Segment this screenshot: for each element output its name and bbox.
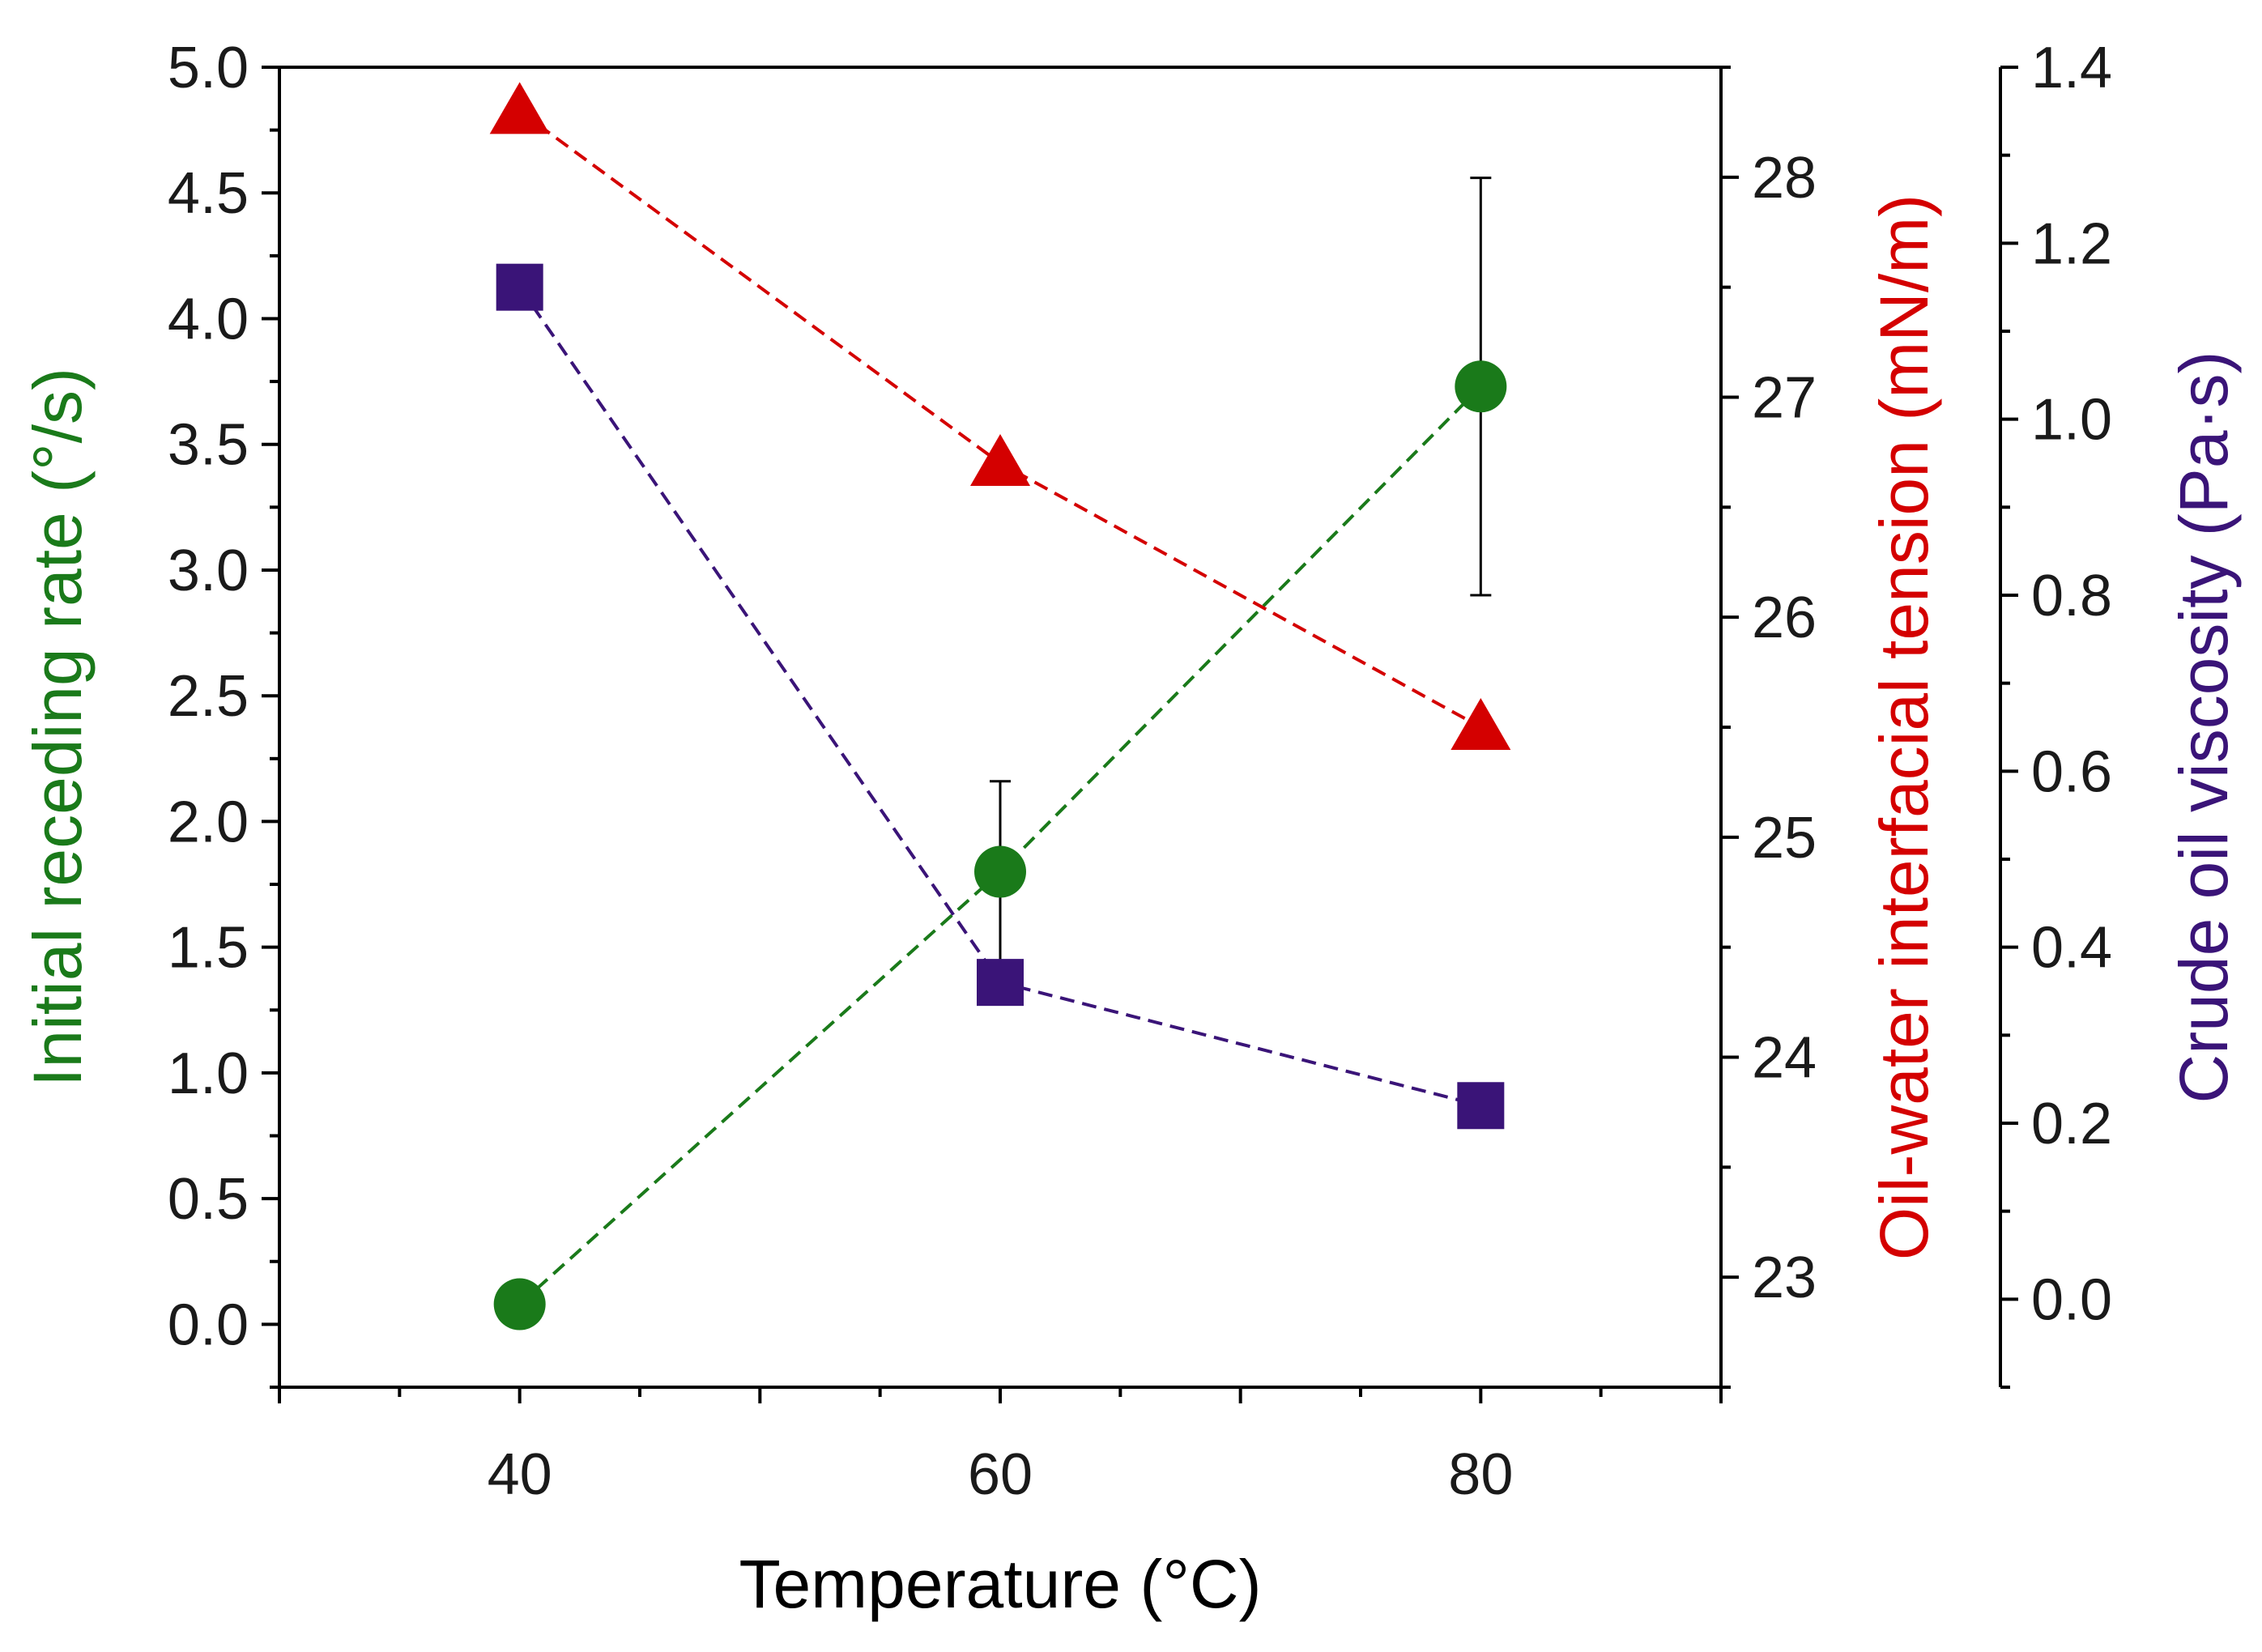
left-tick-label: 1.0 (168, 1041, 249, 1106)
left-tick-label: 1.5 (168, 916, 249, 981)
right2-tick-label: 0.2 (2031, 1092, 2112, 1156)
left-tick-label: 2.0 (168, 790, 249, 854)
left-tick-label: 3.0 (168, 539, 249, 603)
point-interfacial-tension (489, 82, 550, 134)
left-tick-label: 0.5 (168, 1167, 249, 1232)
right1-axis-title: Oil-water interfacial tension (mN/m) (1866, 194, 1942, 1260)
connector-layer (518, 109, 1482, 1306)
label-layer: 40 60 80 Temperature (°C) 0.0 0.5 1.0 1.5 2.0 2.5… (19, 36, 2242, 1622)
errorbar-layer (509, 177, 1492, 1318)
left-tick-label: 5.0 (168, 36, 249, 100)
right1-tick-label: 26 (1752, 585, 1817, 650)
right1-tick-label: 23 (1752, 1245, 1817, 1310)
right1-tick-label: 25 (1752, 806, 1817, 871)
left-tick-label: 4.0 (168, 287, 249, 351)
right2-tick-label: 1.0 (2031, 388, 2112, 453)
right2-tick-label: 1.2 (2031, 211, 2112, 276)
left-axis-title: Initial receding rate (°/s) (19, 368, 96, 1087)
right1-tick-label: 24 (1752, 1026, 1817, 1091)
right2-tick-label: 0.6 (2031, 739, 2112, 804)
x-tick-label: 40 (488, 1442, 552, 1507)
left-tick-label: 0.0 (168, 1292, 249, 1357)
x-axis-title: Temperature (°C) (739, 1546, 1261, 1622)
point-viscosity (977, 959, 1024, 1007)
right1-tick-label: 27 (1752, 366, 1817, 431)
point-viscosity (496, 263, 543, 311)
right2-tick-label: 1.4 (2031, 36, 2112, 100)
right2-tick-label: 0.8 (2031, 564, 2112, 628)
series-line-right1 (518, 109, 1482, 729)
marker-layer (489, 82, 1511, 1331)
right2-tick-label: 0.0 (2031, 1267, 2112, 1332)
right2-tick-label: 0.4 (2031, 916, 2112, 981)
point-interfacial-tension (970, 434, 1030, 486)
right1-tick-label: 28 (1752, 146, 1817, 211)
point-viscosity (1457, 1082, 1505, 1130)
point-receding-rate (1455, 360, 1507, 413)
left-tick-label: 4.5 (168, 161, 249, 226)
x-tick-label: 80 (1448, 1442, 1513, 1507)
right2-axis-title: Crude oil viscosity (Pa·s) (2166, 351, 2242, 1104)
point-interfacial-tension (1450, 698, 1511, 750)
point-receding-rate (493, 1278, 546, 1331)
axes-layer (262, 66, 2018, 1403)
left-tick-label: 3.5 (168, 413, 249, 478)
point-receding-rate (974, 845, 1026, 898)
left-tick-label: 2.5 (168, 664, 249, 729)
plot-frame (278, 66, 1723, 1389)
x-tick-label: 60 (968, 1442, 1033, 1507)
